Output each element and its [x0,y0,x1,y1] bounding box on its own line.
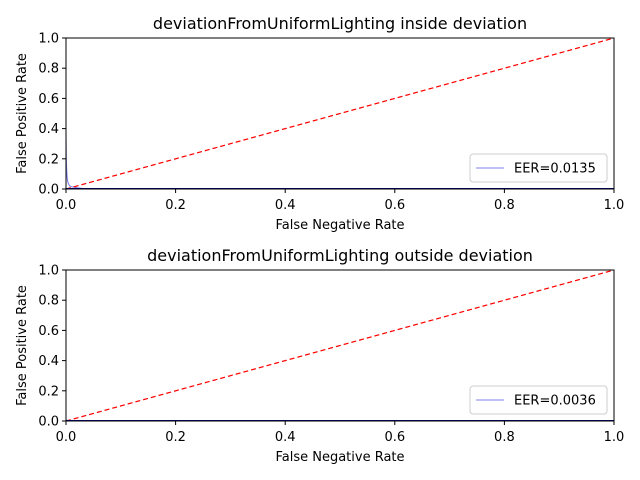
x-tick-label: 0.6 [384,198,405,213]
y-tick-label: 0.4 [38,122,59,137]
x-tick-label: 0.2 [165,198,186,213]
y-tick-label: 0.2 [38,384,59,399]
diagonal-reference-line [66,38,614,189]
x-tick-label: 0.0 [56,198,77,213]
x-axis-label: False Negative Rate [275,450,404,465]
chart-panel-2: 0.0 0.2 0.4 0.6 0.8 1.0 0.0 0.2 0.4 0.6 0.8 1.0 devi… [15,246,624,465]
x-tick-label: 0.8 [494,198,515,213]
chart-panel-1: 0.0 0.2 0.4 0.6 0.8 1.0 0.0 0.2 0.4 0.6 0.8 1.0 devi… [15,14,624,233]
y-tick-label: 0.0 [38,415,59,430]
legend-label: EER=0.0036 [514,394,596,409]
y-tick-label: 0.2 [38,152,59,167]
x-tick-label: 0.0 [56,430,77,445]
y-tick-label: 0.8 [38,294,59,309]
y-tick-label: 1.0 [38,264,59,279]
chart-title: deviationFromUniformLighting inside devi… [153,14,527,33]
y-tick-label: 0.0 [38,183,59,198]
legend: EER=0.0036 [469,385,608,415]
x-tick-label: 1.0 [604,430,625,445]
x-tick-label: 0.4 [275,430,296,445]
axes-frame [65,269,615,422]
y-tick-label: 1.0 [38,32,59,47]
y-tick-label: 0.8 [38,62,59,77]
x-tick-label: 0.6 [384,430,405,445]
x-axis-label: False Negative Rate [275,218,404,233]
y-tick-label: 0.6 [38,92,59,107]
chart-title: deviationFromUniformLighting outside dev… [147,246,533,265]
x-tick-label: 0.4 [275,198,296,213]
legend-box [469,153,608,183]
legend-label: EER=0.0135 [514,162,596,177]
y-tick-label: 0.4 [38,354,59,369]
y-axis-label: False Positive Rate [15,53,30,174]
x-tick-label: 1.0 [604,198,625,213]
x-tick-label: 0.8 [494,430,515,445]
legend-box [469,385,608,415]
axes-frame [65,37,615,190]
y-tick-label: 0.6 [38,324,59,339]
legend: EER=0.0135 [469,153,608,183]
diagonal-reference-line [66,270,614,421]
x-tick-label: 0.2 [165,430,186,445]
y-axis-label: False Positive Rate [15,285,30,406]
